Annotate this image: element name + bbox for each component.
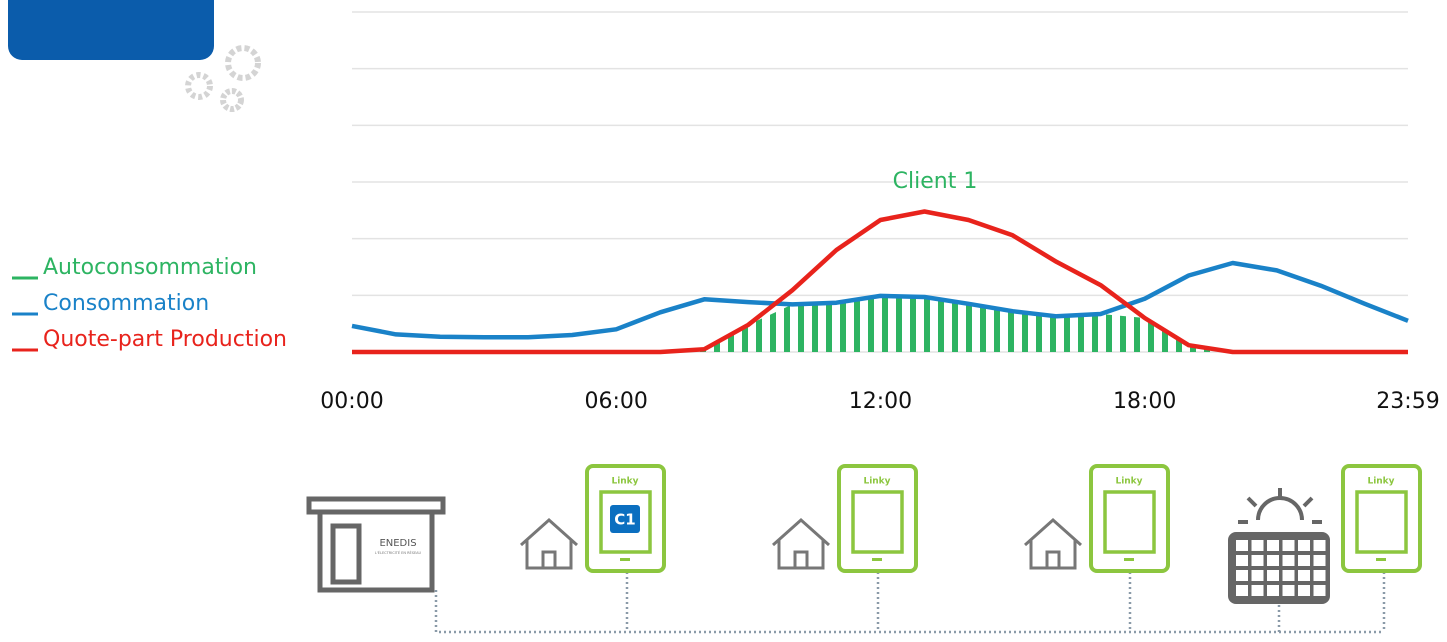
meter-label: Linky (1367, 477, 1394, 487)
solar-cell (1298, 540, 1310, 551)
meter-screen (1355, 490, 1408, 554)
solar-cell (1313, 585, 1326, 596)
client-badge (610, 505, 640, 533)
meter-label: Linky (611, 477, 638, 487)
solar-cell (1267, 540, 1279, 551)
meter-screen (851, 490, 904, 554)
solar-cell (1313, 540, 1326, 551)
x-tick-label: 12:00 (849, 389, 912, 414)
enedis-logo: ENEDIS (379, 538, 416, 549)
x-tick-label: 23:59 (1376, 389, 1439, 414)
solar-cell (1267, 585, 1279, 596)
meter-screen (599, 490, 652, 554)
house-icon (772, 517, 830, 570)
house-icon (1024, 517, 1082, 570)
legend-label: Quote-part Production (43, 327, 287, 352)
solar-cell (1236, 585, 1248, 596)
line (351, 260, 1409, 340)
x-tick-label: 18:00 (1113, 389, 1176, 414)
solar-cell (1282, 540, 1295, 551)
solar-cell (1267, 570, 1279, 581)
meter-label: Linky (863, 477, 890, 487)
solar-cell (1236, 555, 1248, 566)
hatched-area (352, 295, 1408, 352)
solar-cell (1251, 540, 1264, 551)
solar-cell (1267, 555, 1279, 566)
solar-cell (1251, 555, 1264, 566)
header-tab (8, 0, 214, 60)
line (352, 209, 1408, 355)
meter-led (1124, 558, 1134, 561)
solar-cell (1282, 555, 1295, 566)
solar-cell (1298, 570, 1310, 581)
legend-label: Consommation (43, 291, 209, 316)
diagram: ENEDIS L'ÉLECTRICITÉ EN RÉSEAU Linky C1 Li… (306, 464, 1422, 634)
meter-screen (1103, 490, 1156, 554)
solar-cell (1313, 570, 1326, 581)
x-tick-label: 06:00 (585, 389, 648, 414)
legend-label: Autoconsommation (43, 255, 257, 280)
meter-label: Linky (1115, 477, 1142, 487)
network-line (434, 572, 1386, 634)
annotation: Client 1 (893, 169, 978, 194)
solar-cell (1282, 585, 1295, 596)
x-tick-label: 00:00 (320, 389, 383, 414)
solar-cell (1251, 570, 1264, 581)
enedis-building (306, 496, 446, 593)
solar-cell (1298, 585, 1310, 596)
solar-cell (1251, 585, 1264, 596)
enedis-tagline: L'ÉLECTRICITÉ EN RÉSEAU (375, 550, 422, 555)
client-badge-label: C1 (614, 511, 635, 529)
meter-led (620, 558, 630, 561)
house-icon (520, 517, 578, 570)
solar-cell (1313, 555, 1326, 566)
solar-cell (1236, 540, 1248, 551)
solar-panel (1228, 488, 1330, 604)
solar-cell (1282, 570, 1295, 581)
meter-led (1376, 558, 1386, 561)
solar-cell (1298, 555, 1310, 566)
meter-led (872, 558, 882, 561)
solar-cell (1236, 570, 1248, 581)
gears-icon (185, 45, 261, 112)
